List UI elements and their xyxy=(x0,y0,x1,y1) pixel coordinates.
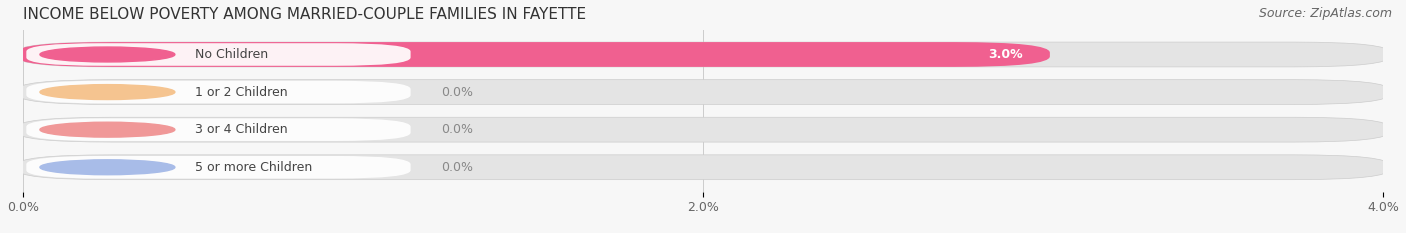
FancyBboxPatch shape xyxy=(27,81,411,103)
FancyBboxPatch shape xyxy=(15,117,1391,142)
Circle shape xyxy=(39,160,174,175)
FancyBboxPatch shape xyxy=(15,42,1050,67)
FancyBboxPatch shape xyxy=(15,155,1391,180)
Text: 0.0%: 0.0% xyxy=(441,161,474,174)
FancyBboxPatch shape xyxy=(27,118,411,141)
FancyBboxPatch shape xyxy=(15,42,1391,67)
Circle shape xyxy=(39,47,174,62)
Circle shape xyxy=(39,122,174,137)
Text: 3.0%: 3.0% xyxy=(988,48,1022,61)
Text: 3 or 4 Children: 3 or 4 Children xyxy=(195,123,288,136)
FancyBboxPatch shape xyxy=(15,80,1391,104)
FancyBboxPatch shape xyxy=(27,156,411,178)
FancyBboxPatch shape xyxy=(27,43,411,66)
Text: 5 or more Children: 5 or more Children xyxy=(195,161,312,174)
Circle shape xyxy=(39,85,174,99)
Text: 0.0%: 0.0% xyxy=(441,86,474,99)
Text: 0.0%: 0.0% xyxy=(441,123,474,136)
Text: No Children: No Children xyxy=(195,48,269,61)
Text: 1 or 2 Children: 1 or 2 Children xyxy=(195,86,288,99)
Text: Source: ZipAtlas.com: Source: ZipAtlas.com xyxy=(1258,7,1392,20)
Text: INCOME BELOW POVERTY AMONG MARRIED-COUPLE FAMILIES IN FAYETTE: INCOME BELOW POVERTY AMONG MARRIED-COUPL… xyxy=(22,7,586,22)
